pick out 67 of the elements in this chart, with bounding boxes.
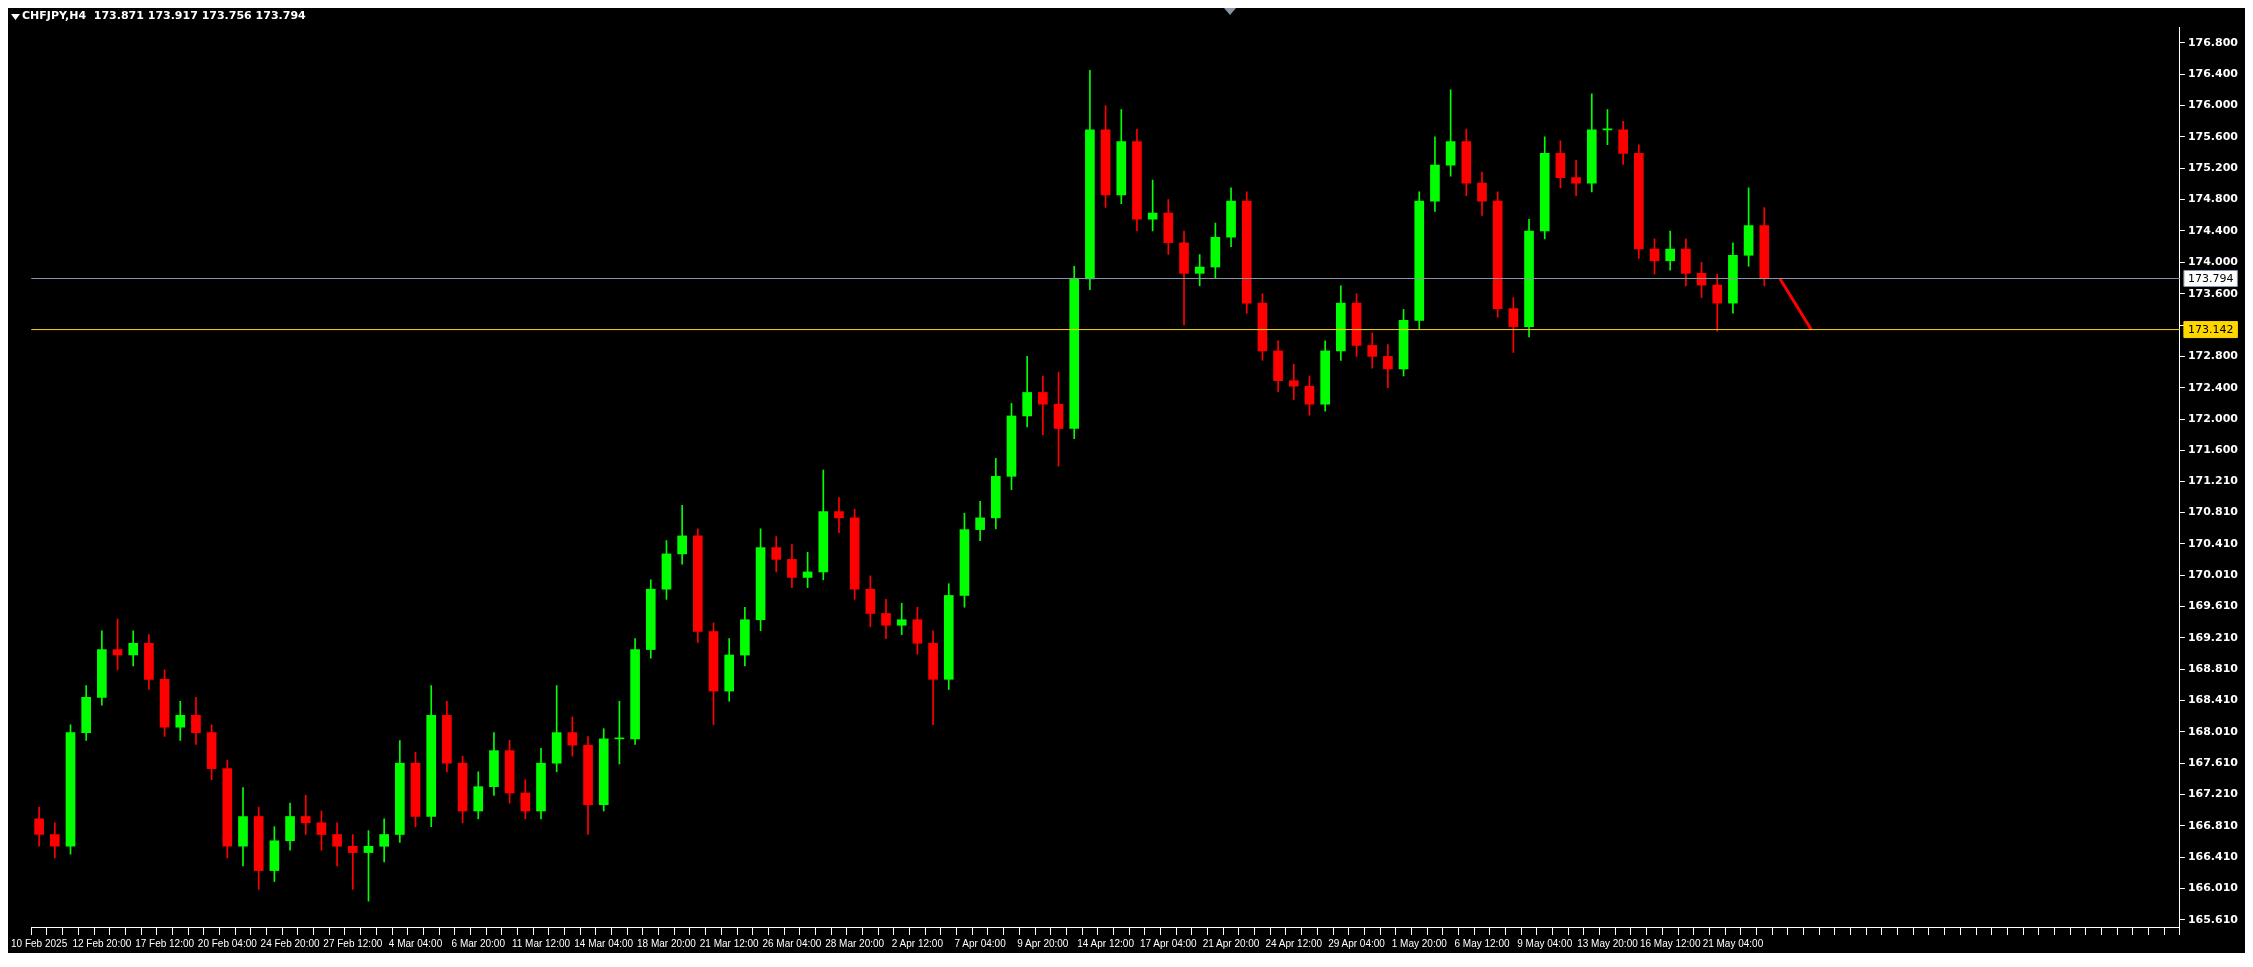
y-tick-label: 172.000	[2187, 411, 2239, 425]
y-tick-label: 169.610	[2187, 599, 2239, 613]
x-tick-label: 24 Feb 20:00	[260, 937, 320, 949]
x-tick-label: 24 Apr 12:00	[1265, 937, 1323, 949]
x-tick-label: 9 May 04:00	[1517, 937, 1573, 949]
candlestick	[834, 497, 844, 534]
x-tick-label: 6 May 12:00	[1454, 937, 1510, 949]
y-tick-label: 165.610	[2187, 912, 2239, 926]
x-tick-label: 14 Apr 12:00	[1077, 937, 1135, 949]
x-tick-label: 29 Apr 04:00	[1328, 937, 1386, 949]
candlestick	[896, 602, 907, 635]
y-tick-label: 166.010	[2187, 881, 2239, 895]
y-tick-label: 170.410	[2187, 536, 2239, 550]
y-tick-label: 167.210	[2187, 787, 2239, 801]
candlestick	[1194, 254, 1205, 287]
y-tick-label: 174.000	[2187, 255, 2239, 269]
x-tick-label: 2 Apr 12:00	[891, 937, 944, 949]
ref-line-label: 173.794	[2187, 272, 2234, 286]
candlestick	[1038, 375, 1048, 436]
y-tick-label: 170.010	[2187, 567, 2239, 581]
x-tick-label: 28 Mar 20:00	[825, 937, 885, 949]
y-tick-label: 176.800	[2187, 35, 2239, 49]
y-tick-label: 168.010	[2187, 724, 2239, 738]
y-tick-label: 175.600	[2187, 129, 2239, 143]
y-tick-label: 176.400	[2187, 67, 2239, 81]
y-tick-label: 168.810	[2187, 661, 2239, 675]
y-tick-label: 166.810	[2187, 818, 2239, 832]
x-tick-label: 6 Mar 20:00	[451, 937, 506, 949]
x-tick-label: 7 Apr 04:00	[954, 937, 1007, 949]
x-tick-label: 20 Feb 04:00	[197, 937, 258, 949]
candlestick	[1288, 363, 1299, 400]
x-tick-label: 12 Feb 20:00	[72, 937, 132, 949]
x-tick-label: 18 Mar 20:00	[636, 937, 697, 949]
x-tick-label: 21 Apr 20:00	[1202, 937, 1260, 949]
x-tick-label: 26 Mar 04:00	[762, 937, 822, 949]
y-tick-label: 172.400	[2187, 380, 2239, 394]
candlestick	[347, 834, 358, 890]
y-tick-label: 171.210	[2187, 473, 2239, 487]
candlestick	[1571, 160, 1581, 197]
x-tick-label: 10 Feb 2025	[11, 937, 68, 949]
y-tick-label: 173.600	[2187, 286, 2239, 300]
x-tick-label: 1 May 20:00	[1391, 937, 1448, 949]
y-tick-label: 175.200	[2187, 161, 2239, 175]
x-tick-label: 16 May 12:00	[1639, 937, 1701, 949]
x-tick-label: 9 Apr 20:00	[1017, 937, 1069, 949]
y-tick-label: 171.600	[2187, 443, 2239, 457]
y-tick-label: 174.400	[2187, 223, 2239, 237]
x-tick-label: 27 Feb 12:00	[323, 937, 383, 949]
candlestick	[300, 794, 311, 835]
x-tick-label: 11 Mar 12:00	[511, 937, 571, 949]
y-tick-label: 167.610	[2187, 756, 2239, 770]
y-tick-label: 176.000	[2187, 98, 2239, 112]
x-tick-label: 4 Mar 04:00	[388, 937, 443, 949]
y-tick-label: 169.210	[2187, 630, 2239, 644]
x-tick-label: 21 Mar 12:00	[699, 937, 760, 949]
chart-title: CHFJPY,H4 173.871 173.917 173.756 173.794	[22, 9, 307, 23]
x-tick-label: 14 Mar 04:00	[574, 937, 634, 949]
x-tick-label: 13 May 20:00	[1577, 937, 1639, 949]
x-tick-label: 21 May 04:00	[1702, 937, 1764, 949]
x-tick-label: 17 Feb 12:00	[135, 937, 195, 949]
ref-line-label: 173.142	[2187, 323, 2234, 337]
y-tick-label: 168.410	[2187, 693, 2239, 707]
x-tick-label: 17 Apr 04:00	[1139, 937, 1198, 949]
y-tick-label: 172.800	[2187, 349, 2239, 363]
y-tick-label: 166.410	[2187, 850, 2239, 864]
y-tick-label: 170.810	[2187, 505, 2239, 519]
y-tick-label: 174.800	[2187, 192, 2239, 206]
